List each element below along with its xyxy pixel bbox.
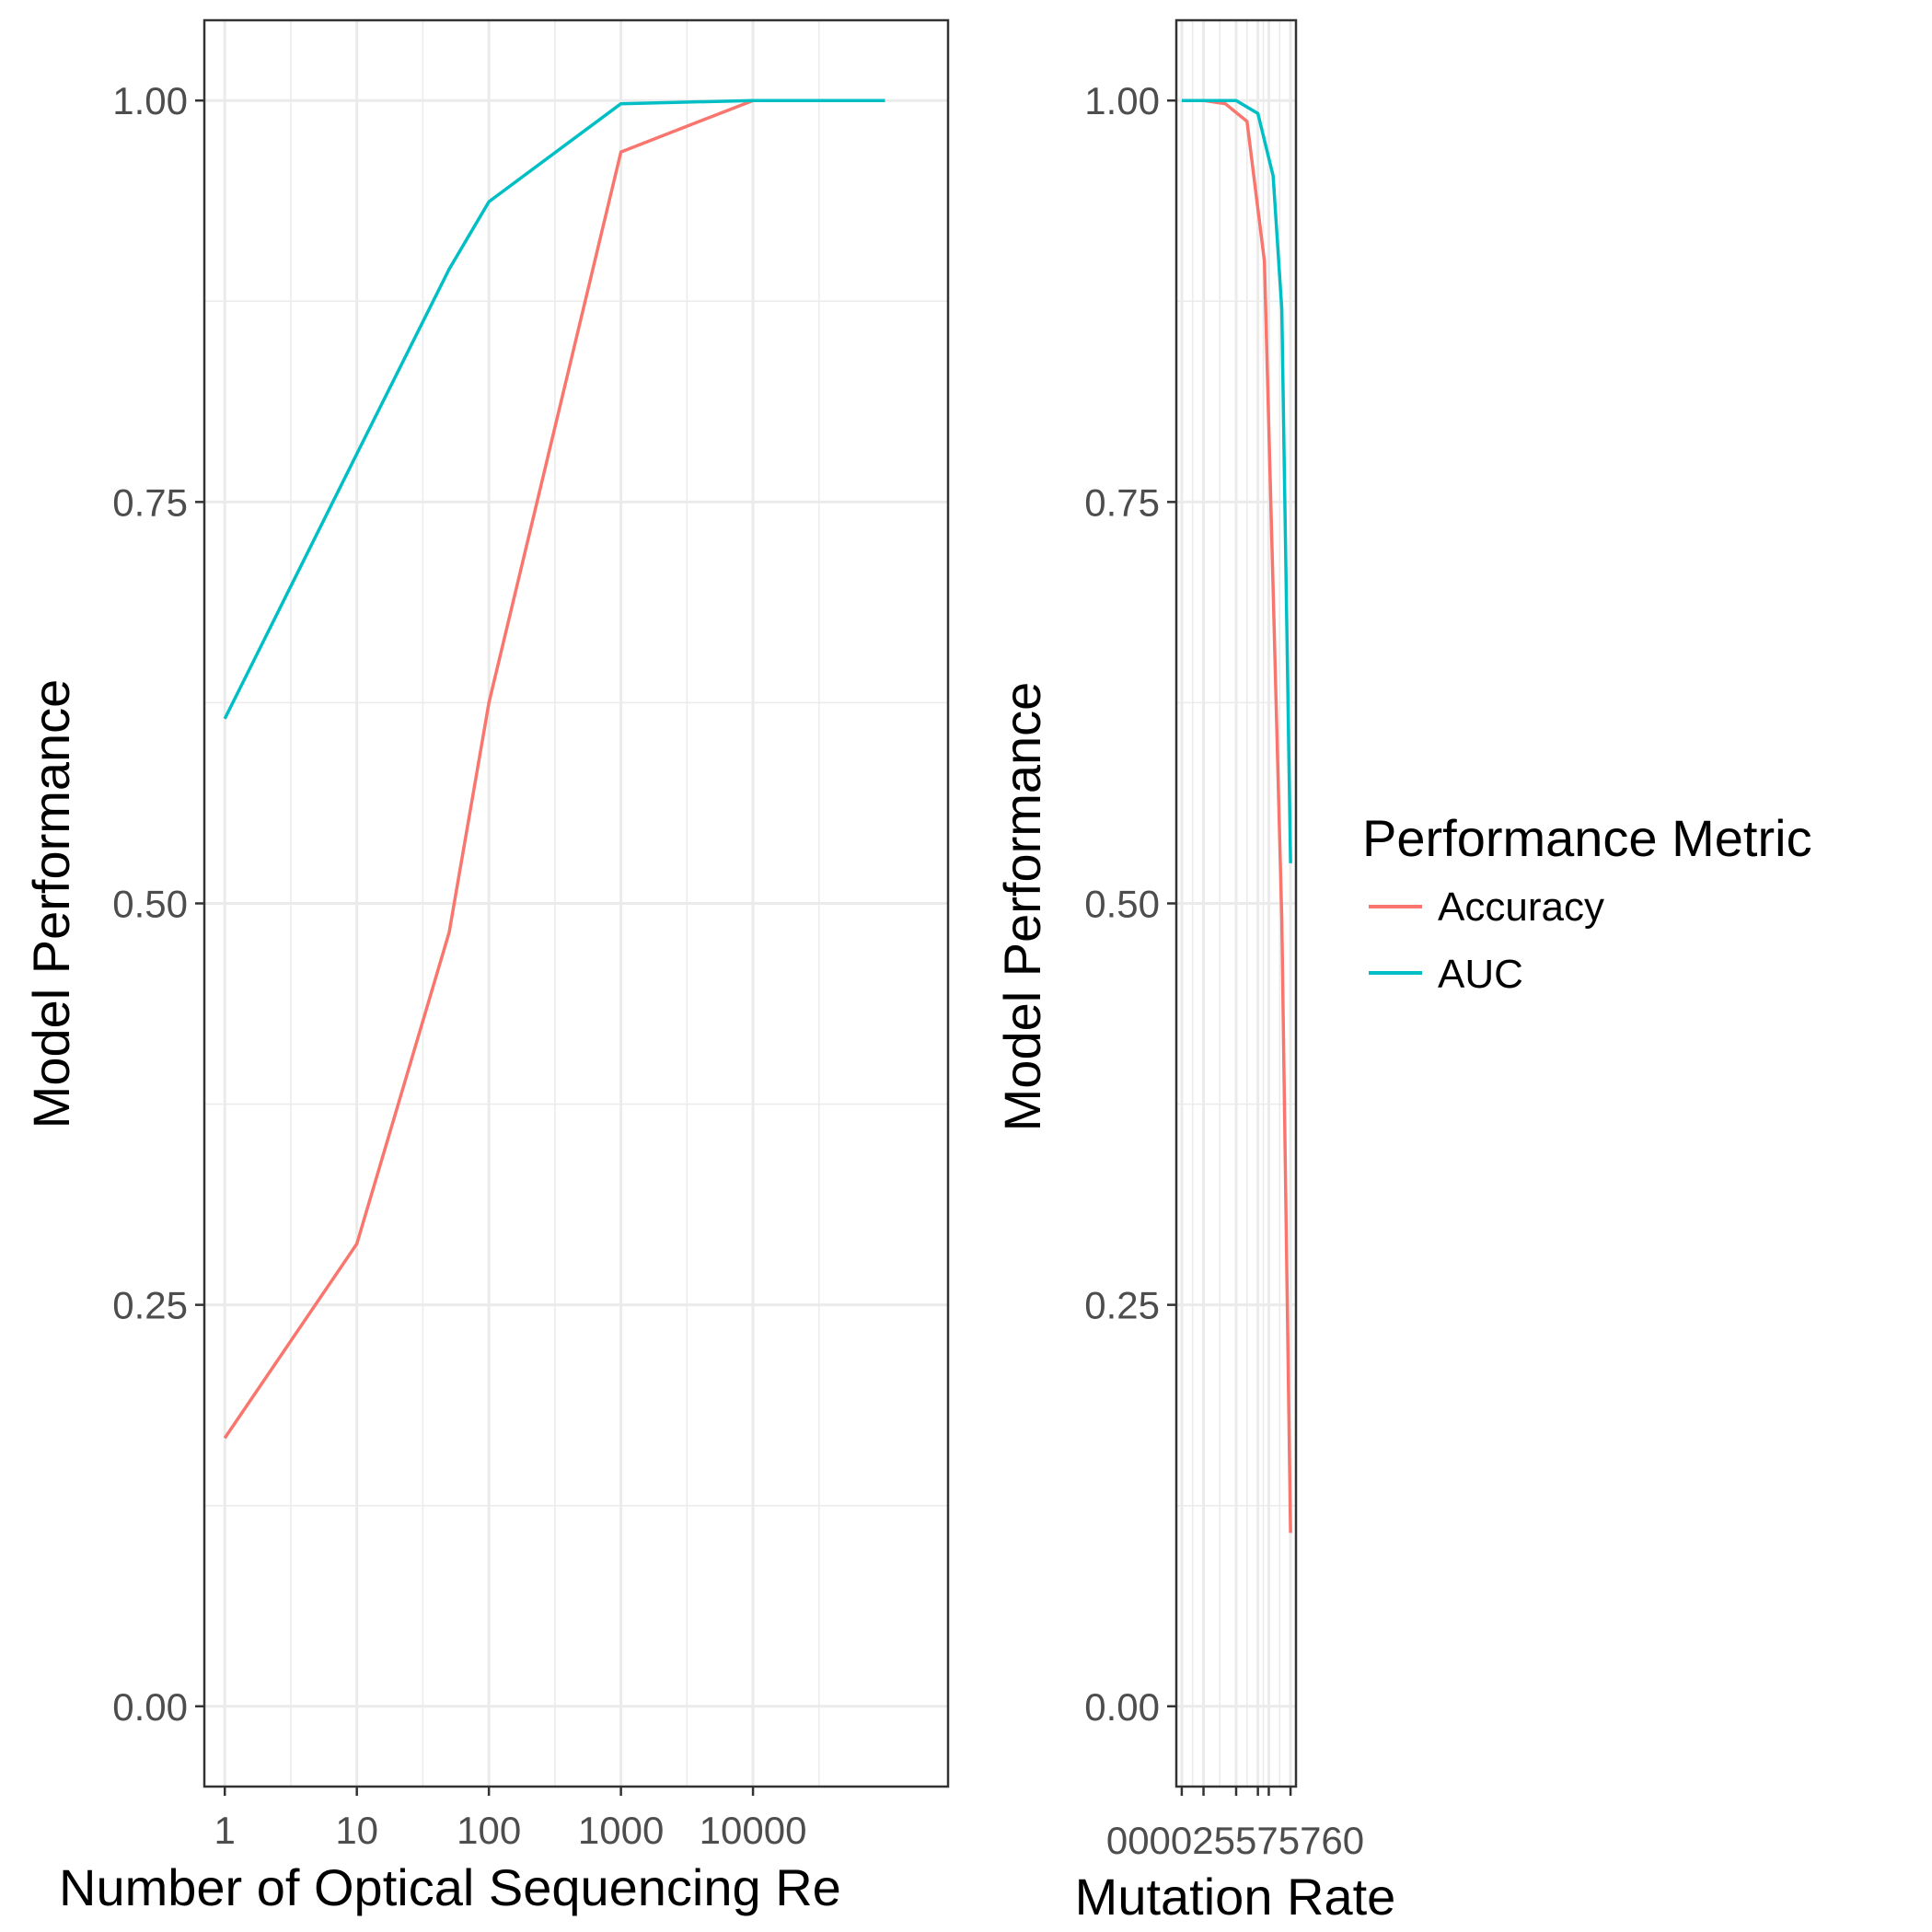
left-panel: 0.00 0.25 0.50 0.75 1.00 1 10 100 1000 10000 Mod… <box>22 18 950 1916</box>
left-panel-lines <box>223 98 885 1440</box>
legend-label-accuracy: Accuracy <box>1438 885 1604 930</box>
left-x-tick-label: 10 <box>335 1809 378 1852</box>
left-x-tick-label: 1 <box>214 1809 236 1852</box>
series-line-auc <box>223 98 885 720</box>
right-x-tick-labels: 000025575760 <box>1106 1819 1364 1862</box>
right-x-axis-title: Mutation Rate <box>1075 1868 1396 1926</box>
left-panel-grid <box>204 20 948 1787</box>
left-y-tick-label: 0.75 <box>112 480 188 524</box>
right-y-tick-label: 0.50 <box>1084 883 1160 926</box>
left-x-axis-title: Number of Optical Sequencing Rе <box>59 1858 841 1916</box>
right-panel: 0.00 0.25 0.50 0.75 1.00 000025575760 Model … <box>993 18 1396 1926</box>
series-line-auc <box>1181 98 1292 863</box>
right-panel-lines <box>1181 98 1292 1533</box>
left-y-tick-label: 0.00 <box>112 1685 188 1729</box>
left-x-tick-label: 1000 <box>578 1809 664 1852</box>
right-y-tick-label: 0.75 <box>1084 480 1160 524</box>
right-y-tick-label: 0.00 <box>1084 1685 1160 1729</box>
right-panel-x-axis <box>1180 1787 1292 1796</box>
left-panel-y-axis: 0.00 0.25 0.50 0.75 1.00 <box>112 79 204 1729</box>
left-panel-x-axis: 1 10 100 1000 10000 <box>214 1787 807 1852</box>
legend-title: Performance Metric <box>1362 809 1812 867</box>
left-y-tick-label: 0.25 <box>112 1284 188 1327</box>
right-y-tick-label: 0.25 <box>1084 1284 1160 1327</box>
right-y-axis-title: Model Performance <box>993 682 1051 1132</box>
left-y-tick-label: 0.50 <box>112 883 188 926</box>
legend-label-auc: AUC <box>1438 952 1523 997</box>
left-x-tick-label: 100 <box>457 1809 521 1852</box>
right-y-tick-label: 1.00 <box>1084 79 1160 122</box>
right-panel-y-axis: 0.00 0.25 0.50 0.75 1.00 <box>1084 79 1176 1729</box>
left-y-axis-title: Model Performance <box>22 679 80 1129</box>
legend: Performance Metric Accuracy AUC <box>1362 809 1812 997</box>
left-y-tick-label: 1.00 <box>112 79 188 122</box>
left-x-tick-label: 10000 <box>700 1809 807 1852</box>
